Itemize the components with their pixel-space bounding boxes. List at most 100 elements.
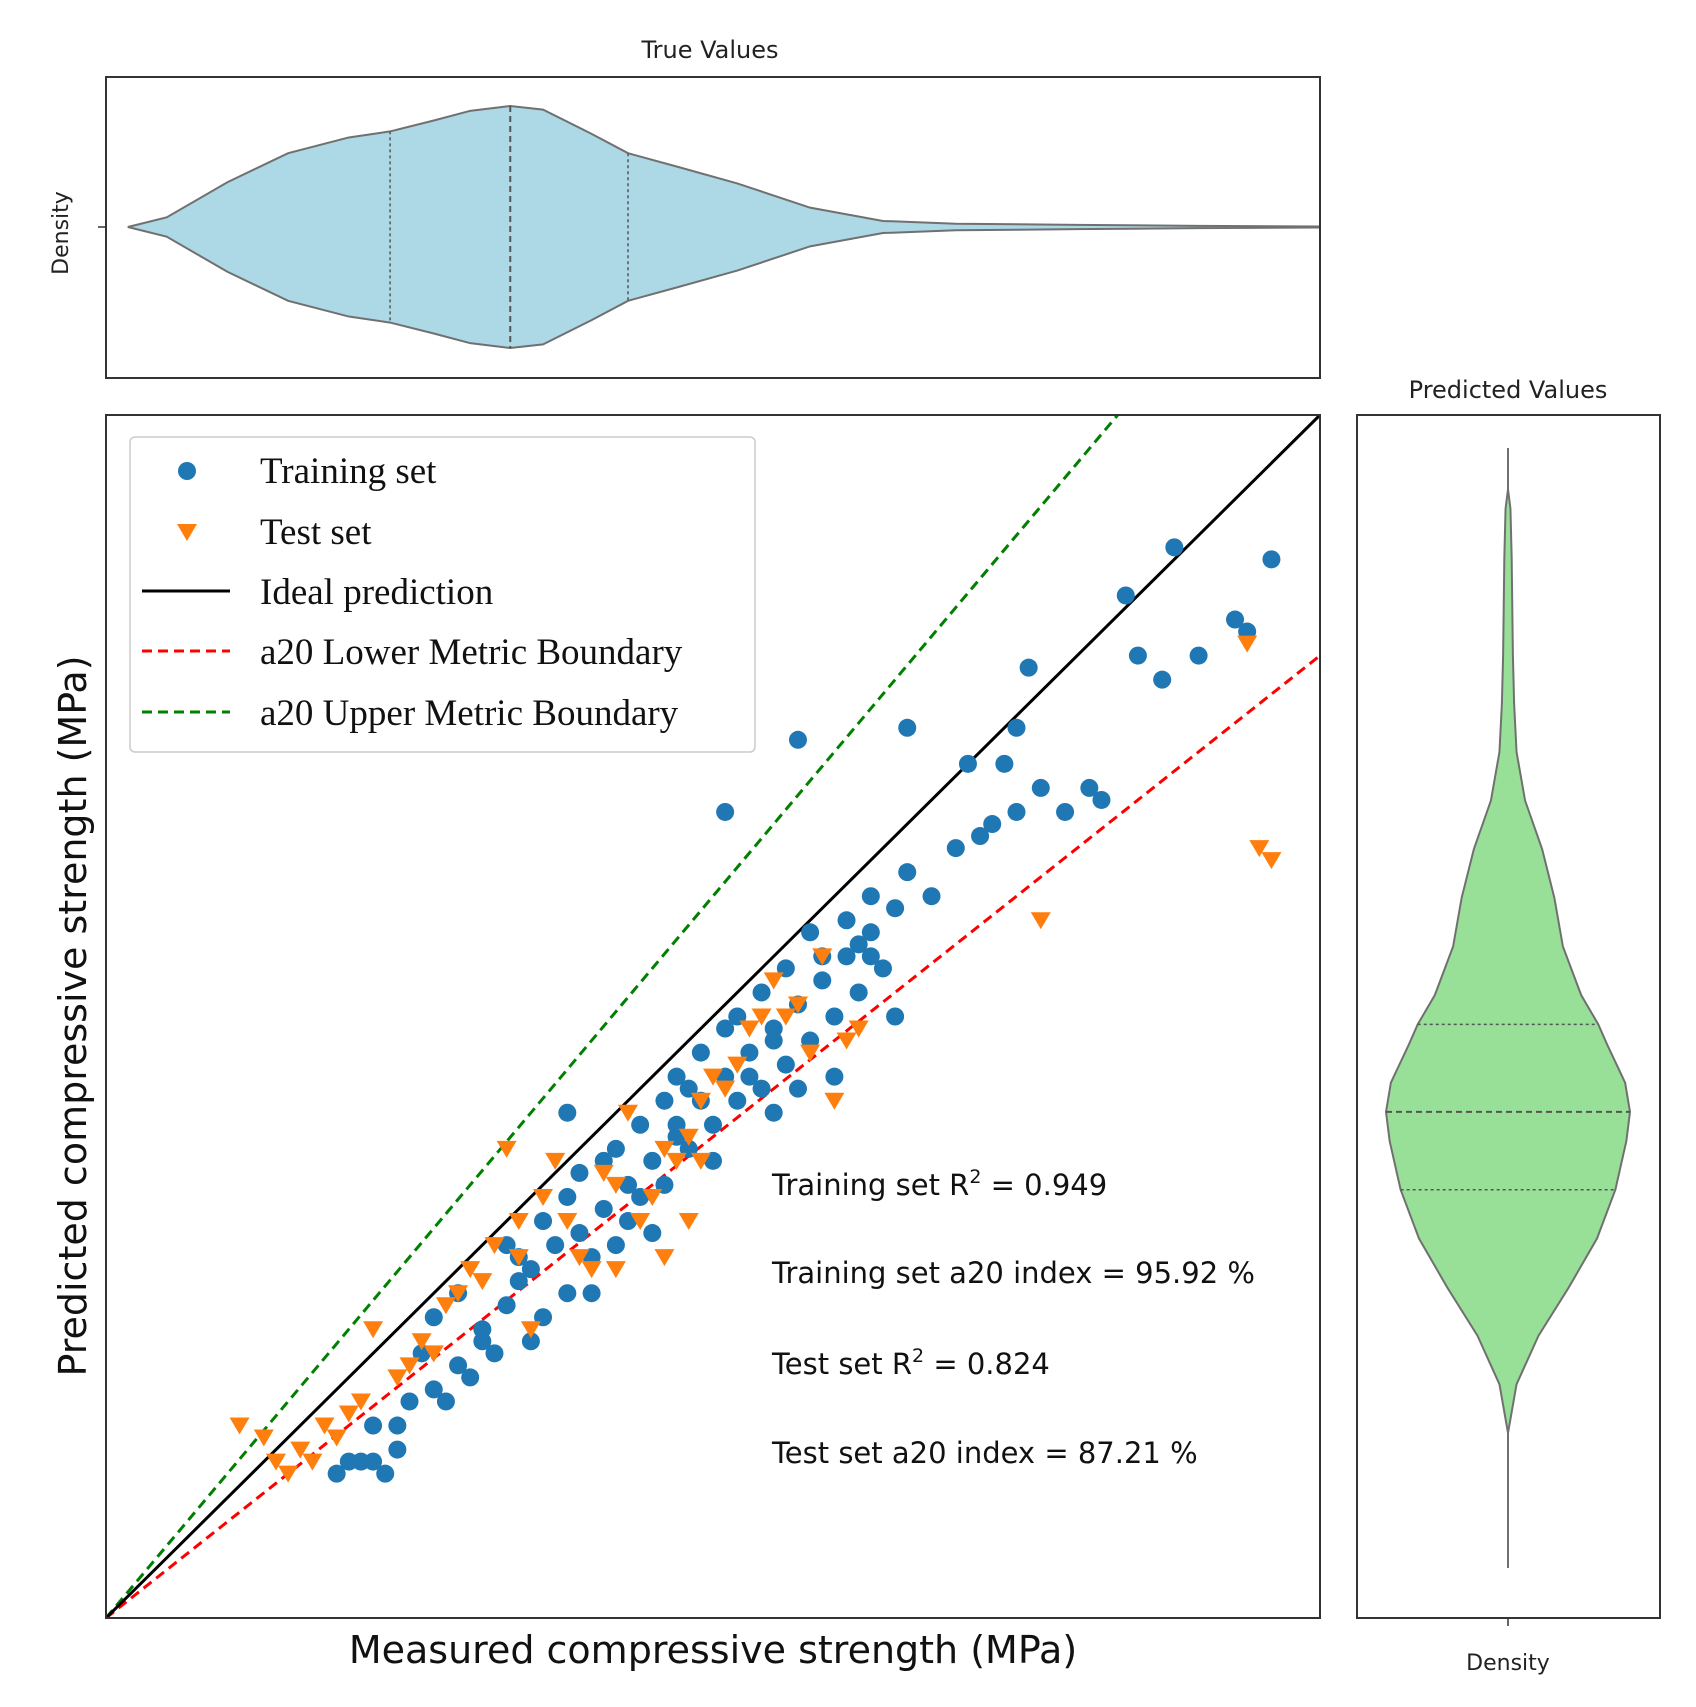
training-point: [1019, 658, 1038, 677]
training-point: [946, 839, 965, 858]
training-point: [788, 730, 807, 749]
test-a20-annotation: Test set a20 index = 87.21 %: [771, 1436, 1198, 1470]
test-point: [678, 1128, 699, 1146]
legend: Training set Test set Ideal prediction a…: [129, 436, 756, 753]
test-point: [630, 1213, 651, 1231]
test-point: [605, 1261, 626, 1279]
x-axis-label: Measured compressive strength (MPa): [349, 1628, 1077, 1672]
test-point: [545, 1152, 566, 1170]
test-point: [739, 1020, 760, 1038]
training-point: [691, 1043, 710, 1062]
test-point: [423, 1345, 444, 1363]
test-point: [363, 1321, 384, 1339]
test-point: [460, 1261, 481, 1279]
top-violin-panel: True Values Density: [49, 36, 1321, 379]
test-point: [569, 1249, 590, 1267]
test-point: [751, 1008, 772, 1026]
training-point: [849, 983, 868, 1002]
right-violin-shape: [1384, 448, 1632, 1568]
training-point: [436, 1392, 455, 1411]
training-point: [424, 1380, 443, 1399]
training-point: [861, 887, 880, 906]
training-point: [716, 802, 735, 821]
right-violin-title: Predicted Values: [1409, 376, 1608, 404]
test-point: [1237, 635, 1258, 653]
legend-lower-label: a20 Lower Metric Boundary: [260, 632, 683, 673]
test-point: [448, 1285, 469, 1303]
test-point: [654, 1249, 675, 1267]
training-point: [752, 1079, 771, 1098]
legend-training-marker: [178, 462, 196, 480]
test-r2-label: Test set R: [771, 1347, 912, 1381]
training-point: [473, 1332, 492, 1351]
top-violin-quartiles: [389, 106, 629, 348]
test-point: [787, 996, 808, 1014]
training-point: [582, 1284, 601, 1303]
test-point: [666, 1152, 687, 1170]
test-point: [848, 1020, 869, 1038]
train-r2-label: Training set R: [771, 1168, 969, 1202]
training-point: [509, 1272, 528, 1291]
training-point: [667, 1067, 686, 1086]
test-point: [727, 1056, 748, 1074]
test-point: [654, 1140, 675, 1158]
test-r2-value: = 0.824: [924, 1347, 1050, 1381]
legend-upper-label: a20 Upper Metric Boundary: [260, 693, 679, 734]
training-point: [873, 959, 892, 978]
legend-test-label: Test set: [260, 512, 372, 553]
training-point: [740, 1067, 759, 1086]
training-point: [558, 1187, 577, 1206]
test-point: [581, 1261, 602, 1279]
training-point: [1056, 802, 1075, 821]
test-point: [508, 1249, 529, 1267]
right-violin-frame: [1356, 414, 1661, 1619]
test-point: [642, 1188, 663, 1206]
top-violin-shape: [127, 104, 1321, 350]
training-point: [643, 1224, 662, 1243]
training-point: [570, 1163, 589, 1182]
training-point: [788, 1079, 807, 1098]
training-point: [388, 1416, 407, 1435]
test-points: [229, 635, 1282, 1483]
training-point: [837, 911, 856, 930]
training-point: [606, 1236, 625, 1255]
test-point: [703, 1068, 723, 1086]
training-point: [558, 1284, 577, 1303]
training-point: [534, 1212, 553, 1231]
test-point: [229, 1417, 250, 1435]
training-point: [1092, 790, 1111, 809]
training-point: [1226, 610, 1245, 629]
training-point: [558, 1103, 577, 1122]
training-point: [594, 1199, 613, 1218]
training-point: [861, 923, 880, 942]
train-r2-value: = 0.949: [981, 1168, 1107, 1202]
training-point: [764, 1103, 783, 1122]
training-point: [521, 1260, 540, 1279]
training-point: [388, 1440, 407, 1459]
main-scatter-panel: Measured compressive strength (MPa) Pred…: [51, 413, 1322, 1672]
main-scatter-frame: [105, 414, 1321, 1619]
test-point: [472, 1273, 493, 1291]
a20-upper-metric-boundary-line: [104, 414, 1119, 1619]
training-point: [1262, 550, 1281, 569]
legend-box: [129, 436, 756, 753]
training-point: [643, 1151, 662, 1170]
training-point: [1189, 646, 1208, 665]
test-point: [314, 1417, 335, 1435]
training-point: [461, 1368, 480, 1387]
training-point: [861, 947, 880, 966]
test-point: [302, 1453, 323, 1471]
training-point: [1007, 802, 1026, 821]
training-point: [521, 1332, 540, 1351]
training-point: [546, 1236, 565, 1255]
test-point: [763, 972, 784, 990]
test-point: [496, 1140, 517, 1158]
training-point: [631, 1115, 650, 1134]
training-point: [497, 1296, 516, 1315]
training-point: [898, 718, 917, 737]
training-point: [364, 1416, 383, 1435]
test-point: [690, 1092, 711, 1110]
test-point: [618, 1104, 639, 1122]
training-point: [485, 1344, 504, 1363]
training-point: [801, 923, 820, 942]
